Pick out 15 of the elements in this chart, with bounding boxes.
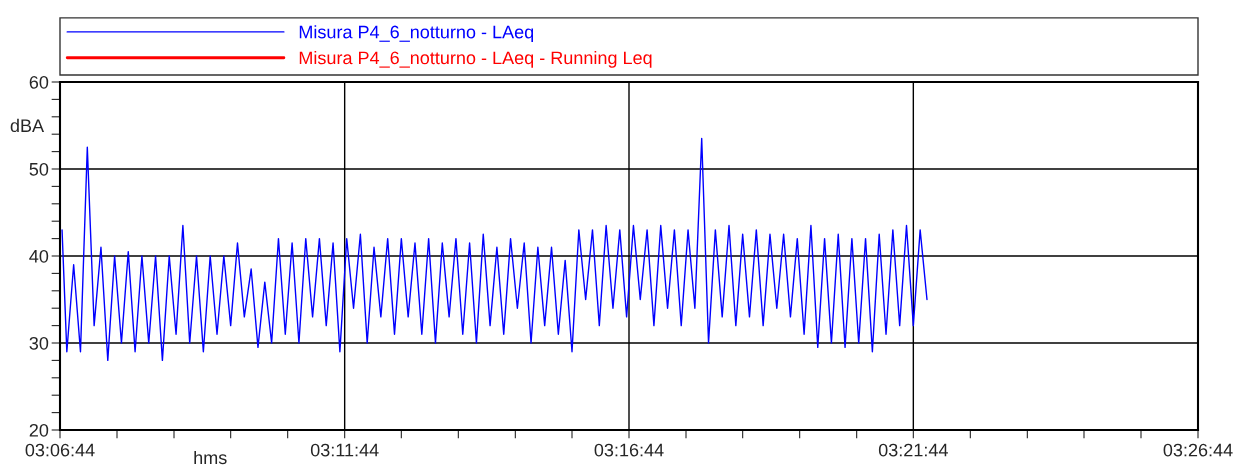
y-tick-label: 20 [29,423,49,437]
y-tick-label: 50 [29,162,49,176]
x-tick-label: 03:21:44 [878,443,948,457]
x-tick-label: 03:06:44 [25,443,95,457]
legend-label: Misura P4_6_notturno - LAeq - Running Leq [299,50,652,68]
text: Misura P4_6_notturno - LAeq [299,25,534,42]
y-tick-label: 30 [29,336,49,350]
x-tick-label: 03:26:44 [1163,443,1233,457]
x-tick-label: 03:11:44 [310,443,379,457]
y-axis-title: dBA [10,118,45,133]
x-axis-title: hms [194,450,227,465]
y-tick-label: 60 [29,75,49,89]
line-series [61,137,928,362]
y-tick-label: 40 [29,249,49,263]
x-tick-label: 03:16:44 [594,443,664,457]
